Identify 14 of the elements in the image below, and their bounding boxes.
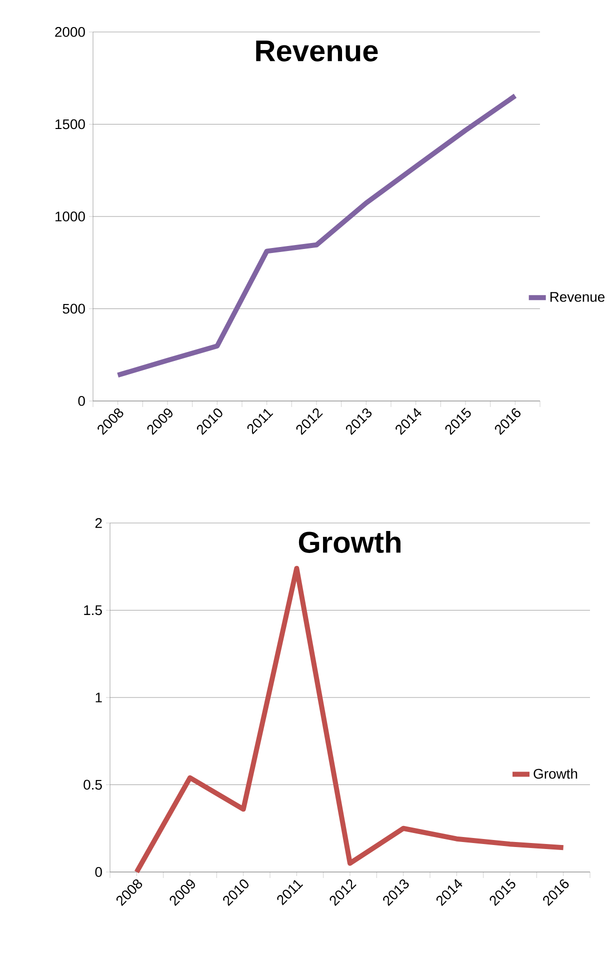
y-tick-label: 1000	[56, 212, 85, 222]
y-tick-label: 2	[95, 518, 102, 528]
y-tick-label: 500	[62, 304, 85, 314]
legend-label: Growth	[534, 768, 578, 779]
y-tick-label: 0	[78, 396, 85, 406]
y-tick-label: 1.5	[84, 605, 102, 616]
chart-title: Revenue	[256, 40, 378, 62]
y-tick-label: 0	[95, 867, 102, 877]
legend-label: Revenue	[550, 292, 605, 302]
y-tick-label: 1	[96, 692, 102, 702]
y-tick-label: 2000	[55, 27, 85, 37]
y-tick-label: 0.5	[84, 780, 102, 790]
chart-title: Growth	[298, 531, 400, 553]
y-tick-label: 1500	[56, 119, 85, 130]
